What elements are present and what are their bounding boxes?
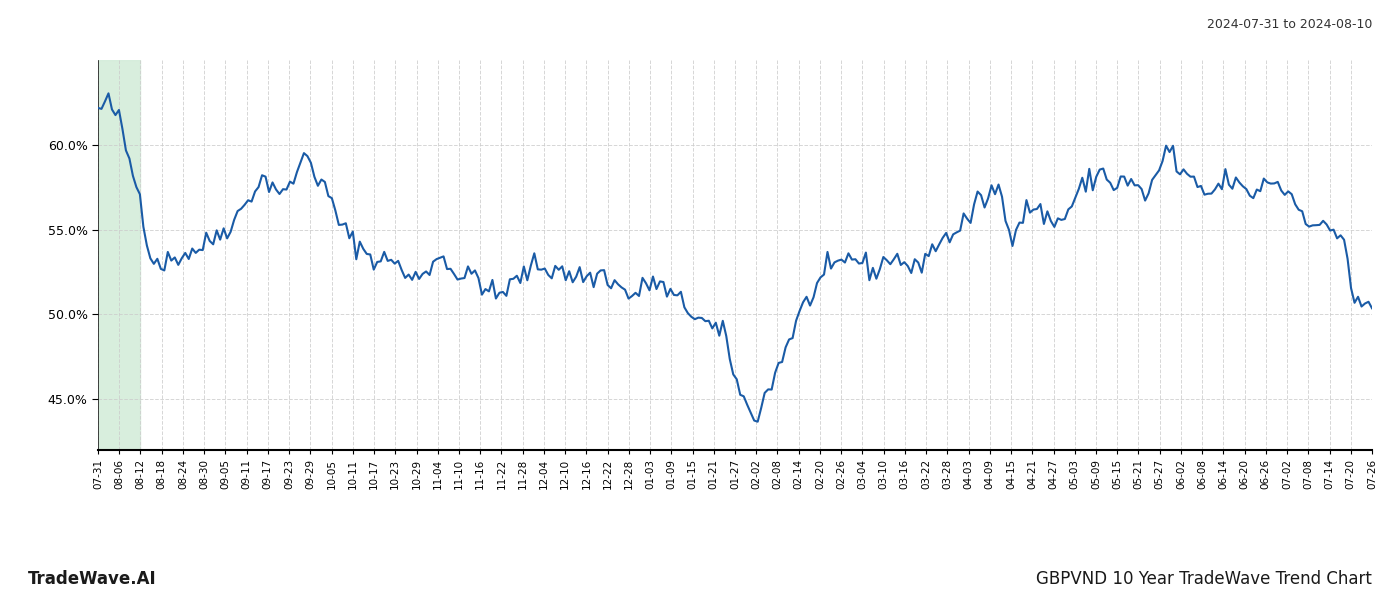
Bar bbox=[98, 60, 140, 450]
Text: 2024-07-31 to 2024-08-10: 2024-07-31 to 2024-08-10 bbox=[1207, 18, 1372, 31]
Text: TradeWave.AI: TradeWave.AI bbox=[28, 570, 157, 588]
Text: GBPVND 10 Year TradeWave Trend Chart: GBPVND 10 Year TradeWave Trend Chart bbox=[1036, 570, 1372, 588]
